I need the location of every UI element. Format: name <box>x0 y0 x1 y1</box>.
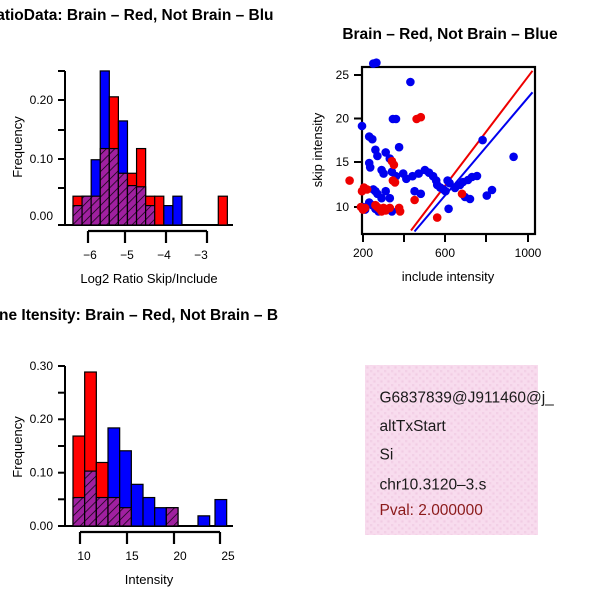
svg-text:include intensity: include intensity <box>402 269 495 284</box>
svg-text:0.20: 0.20 <box>30 93 54 107</box>
svg-text:G6837839@J911460@j_: G6837839@J911460@j_ <box>380 390 555 407</box>
svg-text:25: 25 <box>336 68 350 82</box>
svg-text:600: 600 <box>435 246 455 260</box>
svg-text:chr10.3120–3.s: chr10.3120–3.s <box>380 477 487 494</box>
svg-text:skip intensity: skip intensity <box>310 112 325 187</box>
svg-text:−3: −3 <box>194 248 208 262</box>
svg-text:RatioData: Brain – Red, Not Br: RatioData: Brain – Red, Not Brain – Blu <box>0 7 274 24</box>
svg-text:25: 25 <box>221 549 235 563</box>
svg-text:ne Itensity: Brain – Red, Not: ne Itensity: Brain – Red, Not Brain – B <box>0 307 278 324</box>
svg-text:200: 200 <box>353 246 373 260</box>
svg-text:−5: −5 <box>120 248 134 262</box>
svg-text:1000: 1000 <box>515 246 542 260</box>
svg-text:10: 10 <box>77 549 91 563</box>
svg-text:−4: −4 <box>157 248 171 262</box>
svg-text:20: 20 <box>173 549 187 563</box>
svg-text:Pval: 2.000000: Pval: 2.000000 <box>380 502 484 519</box>
svg-text:−6: −6 <box>83 248 97 262</box>
svg-text:0.20: 0.20 <box>30 412 54 426</box>
svg-text:10: 10 <box>336 200 350 214</box>
svg-text:0.10: 0.10 <box>30 152 54 166</box>
svg-text:0.30: 0.30 <box>30 359 54 373</box>
svg-text:15: 15 <box>125 549 139 563</box>
svg-text:Brain – Red, Not Brain – Blue: Brain – Red, Not Brain – Blue <box>342 26 558 43</box>
svg-text:Intensity: Intensity <box>125 572 174 587</box>
svg-text:Log2 Ratio Skip/Include: Log2 Ratio Skip/Include <box>80 271 217 286</box>
svg-text:0.00: 0.00 <box>30 209 54 223</box>
svg-text:Si: Si <box>380 447 394 464</box>
svg-text:altTxStart: altTxStart <box>380 418 447 435</box>
svg-text:Frequency: Frequency <box>10 416 25 478</box>
svg-text:0.00: 0.00 <box>30 519 54 533</box>
svg-text:0.10: 0.10 <box>30 466 54 480</box>
svg-text:20: 20 <box>336 112 350 126</box>
svg-text:15: 15 <box>336 155 350 169</box>
svg-text:Frequency: Frequency <box>10 116 25 178</box>
